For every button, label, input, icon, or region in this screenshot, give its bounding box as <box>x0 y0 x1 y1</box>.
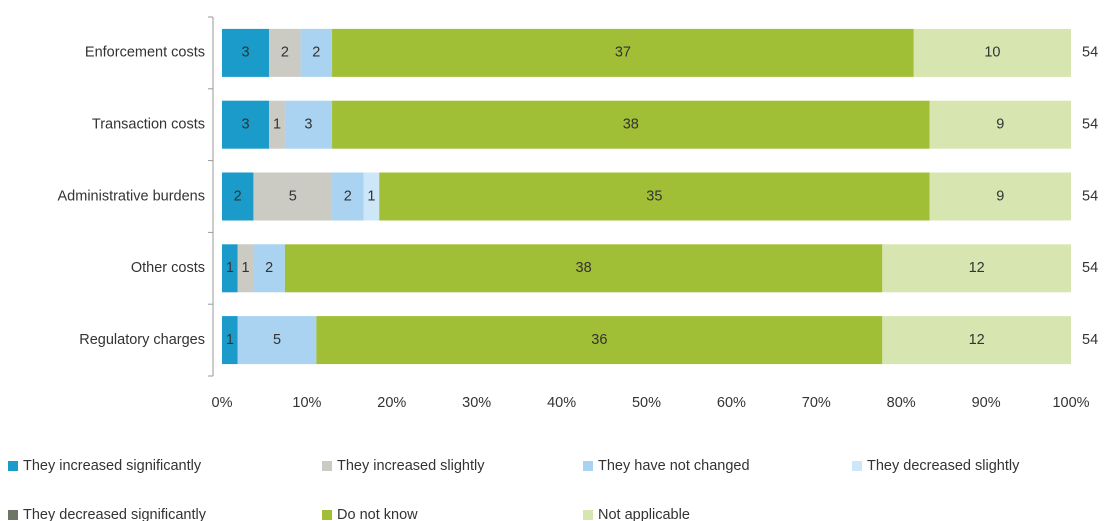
total-label: 54 <box>1082 332 1098 348</box>
legend-label: Not applicable <box>598 507 690 521</box>
data-label: 9 <box>996 117 1004 133</box>
legend-label: They have not changed <box>598 458 750 474</box>
bar-segment <box>253 244 285 293</box>
legend-swatch <box>8 461 18 471</box>
data-label: 5 <box>273 332 281 348</box>
bar-segment <box>300 28 333 77</box>
bar-segment <box>253 172 333 221</box>
bar-segment <box>882 316 1071 365</box>
bar-segment <box>332 100 930 149</box>
data-label: 2 <box>312 45 320 61</box>
data-label: 3 <box>304 117 312 133</box>
x-tick-label: 50% <box>632 395 661 411</box>
total-label: 54 <box>1082 45 1098 61</box>
data-label: 2 <box>265 260 273 276</box>
x-tick-label: 30% <box>462 395 491 411</box>
bar-segment <box>284 244 883 293</box>
data-label: 9 <box>996 188 1004 204</box>
bar-segment <box>332 28 914 77</box>
legend-label: Do not know <box>337 507 418 521</box>
x-tick-label: 80% <box>887 395 916 411</box>
bar-segment <box>237 244 254 293</box>
bar-segment <box>316 316 883 365</box>
data-label: 2 <box>281 45 289 61</box>
data-label: 3 <box>242 45 250 61</box>
bar-segment <box>929 100 1071 149</box>
bar-segment <box>222 316 238 365</box>
total-label: 54 <box>1082 260 1098 276</box>
bar-segment <box>269 100 285 149</box>
data-label: 3 <box>242 117 250 133</box>
legend-swatch <box>852 461 862 471</box>
legend-label: They decreased slightly <box>867 458 1020 474</box>
category-label: Other costs <box>131 260 205 276</box>
x-tick-label: 70% <box>802 395 831 411</box>
category-label: Administrative burdens <box>58 188 206 204</box>
total-label: 54 <box>1082 117 1098 133</box>
data-label: 1 <box>226 332 234 348</box>
data-label: 1 <box>273 117 281 133</box>
data-label: 1 <box>226 260 234 276</box>
data-label: 1 <box>242 260 250 276</box>
legend-swatch <box>322 510 332 520</box>
bar-segment <box>929 172 1071 221</box>
legend-label: They increased significantly <box>23 458 202 474</box>
data-label: 1 <box>367 188 375 204</box>
data-label: 36 <box>591 332 607 348</box>
bar-segment <box>222 100 270 149</box>
bar-segment <box>913 28 1071 77</box>
x-tick-label: 20% <box>377 395 406 411</box>
data-label: 2 <box>344 188 352 204</box>
bar-segment <box>269 28 301 77</box>
data-label: 38 <box>623 117 639 133</box>
x-tick-label: 90% <box>972 395 1001 411</box>
x-tick-label: 10% <box>292 395 321 411</box>
data-label: 35 <box>646 188 662 204</box>
bar-segment <box>363 172 380 221</box>
x-tick-label: 0% <box>212 395 233 411</box>
legend-swatch <box>583 510 593 520</box>
data-label: 2 <box>234 188 242 204</box>
bar-segment <box>222 172 254 221</box>
bar-segment <box>222 244 238 293</box>
x-tick-label: 40% <box>547 395 576 411</box>
category-label: Regulatory charges <box>79 332 205 348</box>
bar-segment <box>882 244 1071 293</box>
data-label: 12 <box>969 332 985 348</box>
legend-swatch <box>322 461 332 471</box>
data-label: 5 <box>289 188 297 204</box>
data-label: 10 <box>984 45 1000 61</box>
bar-segment <box>237 316 317 365</box>
bar-segment <box>332 172 364 221</box>
bar-segment <box>284 100 333 149</box>
legend-swatch <box>583 461 593 471</box>
category-label: Transaction costs <box>92 117 205 133</box>
category-label: Enforcement costs <box>85 45 205 61</box>
data-label: 38 <box>576 260 592 276</box>
data-label: 37 <box>615 45 631 61</box>
bar-segment <box>379 172 930 221</box>
legend-label: They decreased significantly <box>23 507 207 521</box>
bar-segment <box>222 28 270 77</box>
x-tick-label: 60% <box>717 395 746 411</box>
data-label: 12 <box>969 260 985 276</box>
legend-swatch <box>8 510 18 520</box>
x-tick-label: 100% <box>1052 395 1089 411</box>
total-label: 54 <box>1082 188 1098 204</box>
legend-label: They increased slightly <box>337 458 485 474</box>
